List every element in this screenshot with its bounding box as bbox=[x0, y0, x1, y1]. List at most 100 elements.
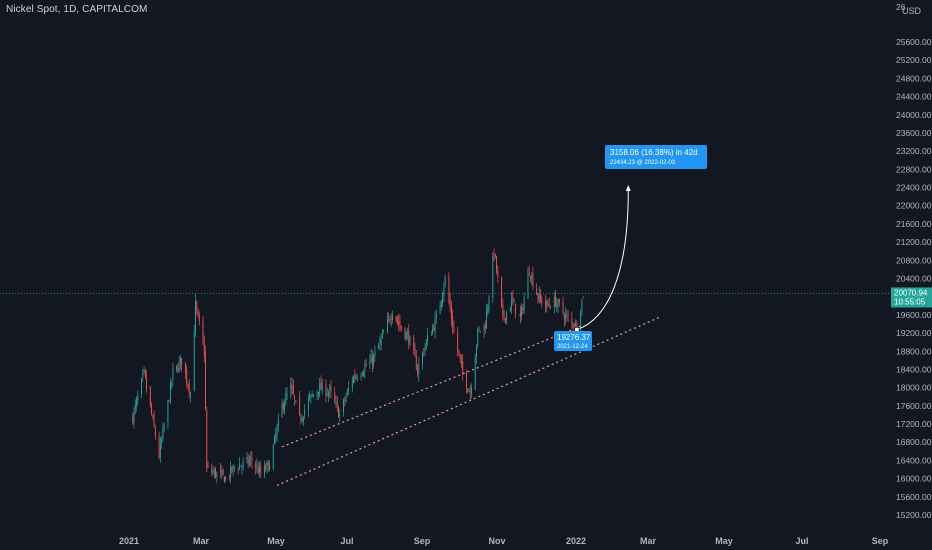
candle bbox=[247, 453, 249, 468]
price-axis[interactable]: 15200.00 15600.00 16000.00 16400.00 16800.00… bbox=[896, 2, 932, 520]
projection-group[interactable]: 3158.06 (16.38%) in 42d 22434.23 @ 2022-0… bbox=[554, 145, 707, 351]
candle-body bbox=[536, 288, 538, 295]
candle-body bbox=[304, 409, 306, 416]
candle bbox=[213, 467, 215, 479]
candle-body bbox=[159, 443, 161, 459]
candle-body bbox=[449, 299, 451, 310]
candle-body bbox=[547, 303, 549, 305]
candle-body bbox=[527, 273, 529, 299]
candle bbox=[354, 369, 356, 384]
candle bbox=[390, 313, 392, 327]
low-main-label: 19276.37 bbox=[557, 333, 591, 342]
candle-body bbox=[518, 314, 520, 316]
candle bbox=[203, 335, 205, 363]
candle bbox=[301, 414, 303, 424]
candle bbox=[312, 394, 314, 398]
candle bbox=[241, 463, 243, 476]
candle-body bbox=[417, 369, 418, 372]
candle bbox=[497, 265, 499, 284]
candles-group bbox=[132, 248, 584, 484]
time-tick-label: Mar bbox=[193, 536, 210, 546]
candle bbox=[373, 353, 375, 369]
candle-body bbox=[295, 400, 297, 402]
candle-body bbox=[269, 463, 270, 471]
candle-body bbox=[460, 361, 462, 364]
candle-body bbox=[433, 326, 435, 331]
candle-body bbox=[540, 295, 541, 299]
price-tick-label: 24800.00 bbox=[896, 73, 932, 83]
candle-body bbox=[435, 314, 437, 318]
candle bbox=[143, 366, 145, 375]
candle-body bbox=[400, 325, 402, 330]
candle-body bbox=[276, 426, 278, 436]
candle-body bbox=[566, 315, 568, 316]
candle-body bbox=[474, 357, 476, 390]
candle-body bbox=[223, 476, 225, 483]
candle bbox=[450, 300, 452, 327]
candle bbox=[567, 310, 569, 323]
candle-body bbox=[458, 350, 460, 355]
candle bbox=[185, 362, 186, 380]
candle bbox=[284, 398, 286, 416]
candle bbox=[146, 370, 148, 393]
time-axis[interactable]: 2021 Mar May Jul Sep Nov 2022 Mar May Jul Sep bbox=[119, 536, 889, 546]
candle-body bbox=[506, 311, 508, 321]
candle bbox=[141, 377, 142, 398]
candle-body bbox=[346, 390, 348, 396]
candle bbox=[240, 465, 242, 467]
candle-body bbox=[136, 399, 137, 407]
candle-body bbox=[529, 276, 531, 280]
candle bbox=[248, 455, 250, 468]
candle bbox=[370, 348, 372, 363]
candle-body bbox=[196, 301, 198, 310]
candle-body bbox=[386, 319, 388, 332]
candle-body bbox=[493, 253, 495, 256]
time-tick-label: Sep bbox=[872, 536, 889, 546]
candle-body bbox=[260, 467, 262, 474]
candle-body bbox=[545, 300, 546, 306]
candle bbox=[153, 410, 155, 428]
candle-body bbox=[241, 465, 243, 469]
candle bbox=[286, 387, 288, 400]
price-tick-label: 23600.00 bbox=[896, 128, 932, 138]
candle bbox=[379, 335, 381, 351]
candle bbox=[242, 457, 244, 471]
candle bbox=[521, 302, 523, 321]
candle bbox=[259, 462, 260, 478]
candle bbox=[272, 443, 274, 471]
candle bbox=[409, 335, 411, 347]
candle bbox=[413, 334, 415, 355]
candle-body bbox=[215, 468, 217, 478]
candle bbox=[501, 276, 503, 309]
candle-body bbox=[541, 297, 543, 304]
candle bbox=[232, 464, 234, 477]
candle-body bbox=[216, 472, 218, 478]
candle-body bbox=[476, 345, 477, 357]
candle bbox=[522, 304, 524, 315]
candle bbox=[550, 305, 551, 309]
candle bbox=[176, 364, 178, 373]
candle bbox=[469, 384, 471, 400]
candle-body bbox=[264, 465, 265, 475]
candle-body bbox=[422, 352, 424, 363]
candle bbox=[320, 375, 322, 390]
candle-body bbox=[348, 388, 349, 391]
candle bbox=[294, 394, 296, 407]
candle bbox=[556, 297, 558, 313]
candle-body bbox=[195, 301, 196, 330]
candle bbox=[211, 463, 213, 477]
candle bbox=[215, 466, 217, 479]
candle-body bbox=[351, 380, 353, 388]
candle bbox=[479, 330, 481, 334]
currency-label[interactable]: USD bbox=[902, 6, 922, 16]
candle bbox=[459, 353, 461, 364]
candle bbox=[378, 342, 380, 350]
low-sub-label: 2021-12-24 bbox=[557, 344, 588, 350]
trendlines-group[interactable] bbox=[276, 316, 660, 486]
candle bbox=[460, 354, 462, 369]
price-tick-label: 17600.00 bbox=[896, 401, 932, 411]
candle bbox=[471, 383, 472, 399]
candle-body bbox=[162, 428, 164, 440]
candle-body bbox=[374, 351, 376, 357]
